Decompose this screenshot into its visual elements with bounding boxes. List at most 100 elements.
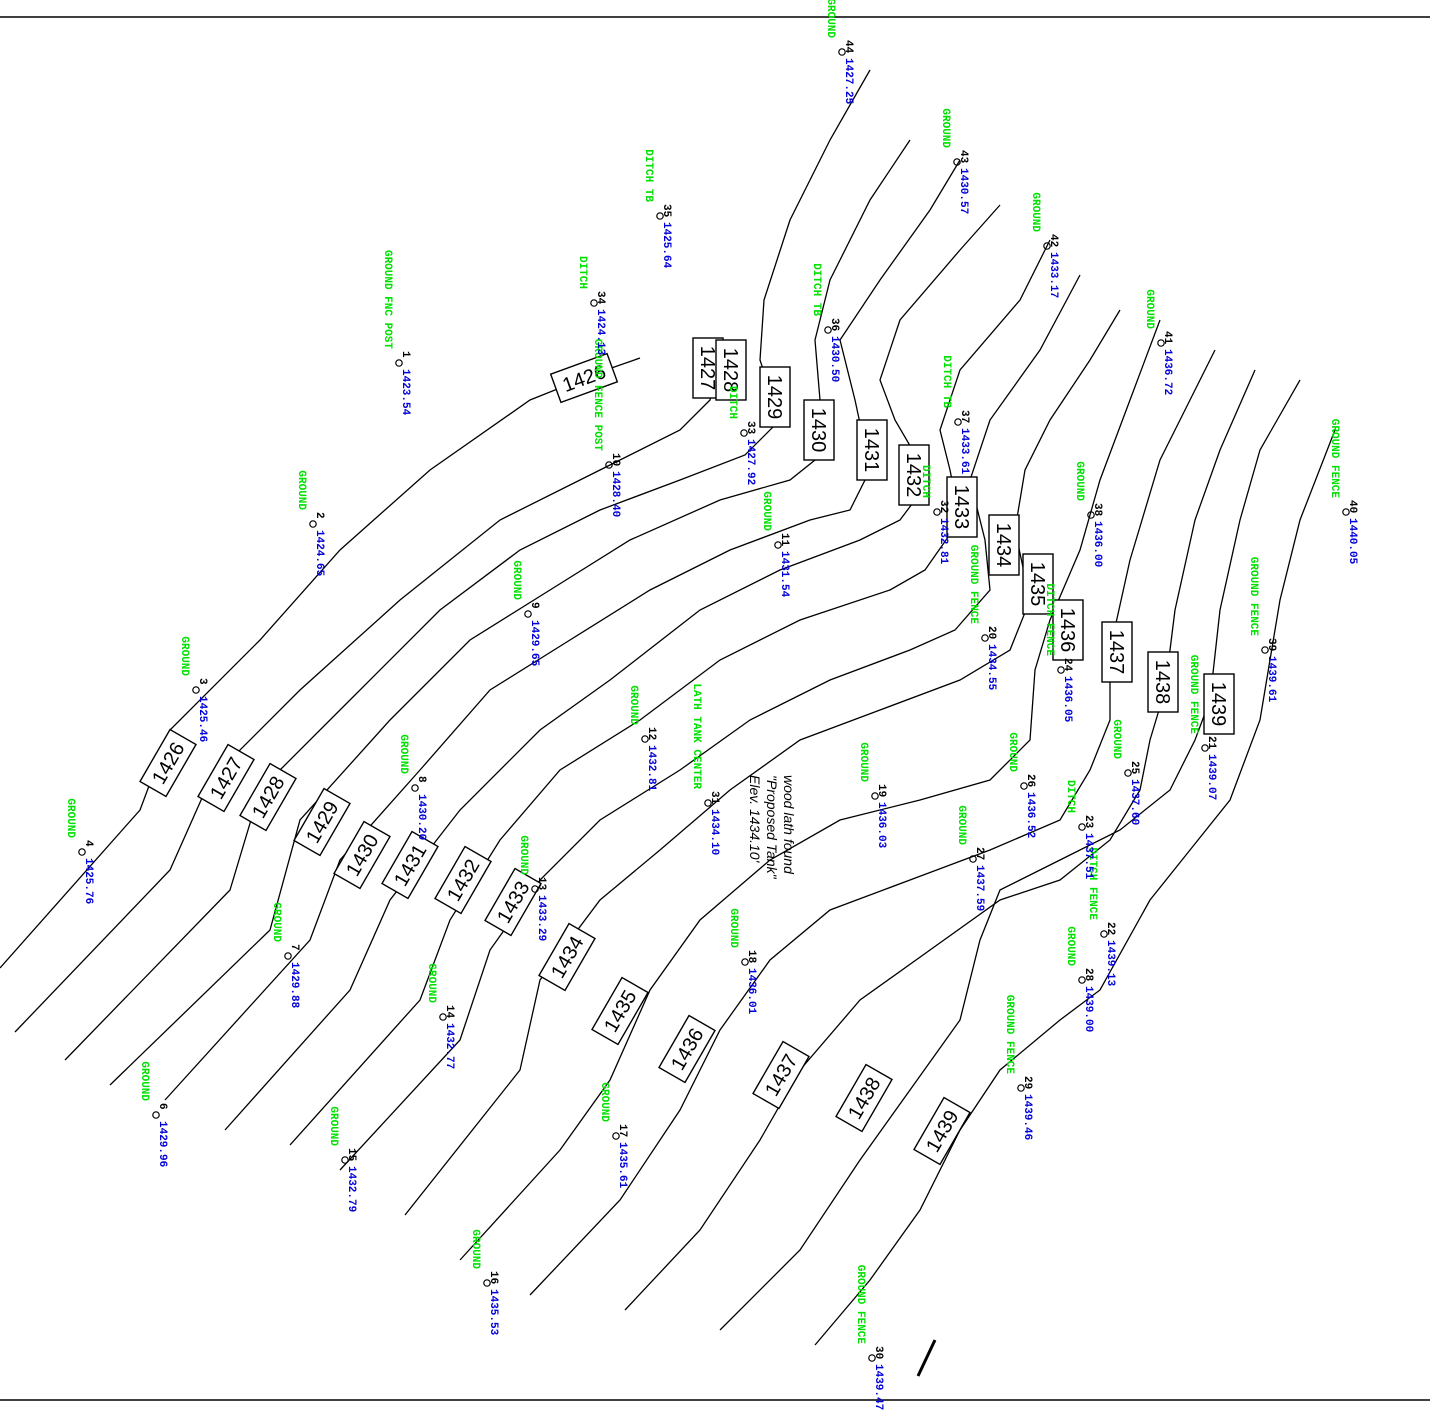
point-description: GROUND <box>64 798 76 838</box>
contour-label-box <box>835 1063 893 1133</box>
point-marker <box>284 952 292 960</box>
point-marker <box>953 158 961 166</box>
point-number: 39 <box>1265 638 1277 651</box>
point-marker <box>774 541 782 549</box>
contour-label-1436: 1436 <box>658 1014 716 1084</box>
point-number: 42 <box>1047 234 1059 247</box>
contour-label-box <box>658 1014 716 1084</box>
point-description: GROUND <box>955 805 967 845</box>
point-marker <box>871 792 879 800</box>
contour-label-box <box>239 762 297 832</box>
contour-label-box <box>333 820 391 890</box>
point-number: 14 <box>443 1005 455 1019</box>
point-elevation: 1436.00 <box>1091 521 1103 567</box>
survey-point-32: 32 DITCH 1432.81 <box>919 465 949 565</box>
point-elevation: 1424.65 <box>313 530 325 577</box>
survey-point-1: 1 GROUND FNC POST 1423.54 <box>381 250 411 416</box>
point-elevation: 1425.46 <box>196 696 208 742</box>
contour-1435 <box>459 319 1161 1261</box>
survey-point-17: 17 GROUND 1435.61 <box>598 1082 628 1188</box>
survey-point-26: 26 GROUND 1436.52 <box>1006 732 1036 838</box>
point-elevation: 1439.13 <box>1104 940 1116 987</box>
survey-point-13: 13 GROUND 1433.29 <box>517 835 547 941</box>
point-number: 29 <box>1021 1076 1033 1089</box>
survey-point-35: 35 DITCH TB 1425.64 <box>642 149 672 268</box>
point-number: 40 <box>1346 500 1358 513</box>
survey-point-37: 37 DITCH TB 1433.61 <box>940 355 970 474</box>
survey-point-8: 8 GROUND 1430.20 <box>397 734 427 840</box>
contour-label-1433: 1433 <box>946 476 978 538</box>
point-description: GROUND <box>425 963 437 1003</box>
contour-label-box <box>434 845 492 915</box>
point-description: GROUND FENCE <box>1003 995 1015 1075</box>
contour-label-1439: 1439 <box>1203 673 1235 735</box>
point-description: GROUND <box>270 902 282 942</box>
point-marker <box>411 784 419 792</box>
point-elevation: 1432.81 <box>937 518 949 565</box>
point-description: DITCH FENCE <box>1043 583 1055 656</box>
point-number: 18 <box>745 950 757 964</box>
point-number: 32 <box>937 500 949 513</box>
point-description: GROUND <box>1029 192 1041 232</box>
contour-label-box <box>1101 621 1133 683</box>
contour-label-text: 1429 <box>763 375 785 420</box>
point-number: 1 <box>399 351 411 358</box>
point-description: DITCH <box>919 465 931 498</box>
point-elevation: 1429.96 <box>156 1121 168 1167</box>
contour-label-text: 1430 <box>807 408 829 453</box>
point-number: 25 <box>1128 761 1140 775</box>
point-number: 41 <box>1161 331 1173 345</box>
contour-label-box <box>913 1096 971 1166</box>
point-marker <box>641 735 649 743</box>
point-elevation: 1435.53 <box>487 1289 499 1336</box>
point-marker <box>1100 930 1108 938</box>
point-description: DITCH <box>1064 780 1076 813</box>
point-elevation: 1433.61 <box>958 428 970 475</box>
contour-1429 <box>109 139 911 1086</box>
point-description: GROUND <box>857 742 869 782</box>
contour-label-box <box>484 867 542 937</box>
survey-point-24: 24 DITCH FENCE 1436.05 <box>1043 583 1073 722</box>
point-description: GROUND <box>178 636 190 676</box>
point-description: DITCH FENCE <box>1086 847 1098 920</box>
survey-point-14: 14 GROUND 1432.77 <box>425 963 455 1069</box>
point-marker <box>192 686 200 694</box>
point-elevation: 1437.59 <box>973 865 985 911</box>
point-number: 23 <box>1082 815 1094 829</box>
point-description: GROUND <box>295 470 307 510</box>
point-elevation: 1433.29 <box>535 895 547 941</box>
survey-point-34: 34 DITCH 1424.13 <box>576 256 606 356</box>
contour-label-1432: 1432 <box>434 845 492 915</box>
point-elevation: 1430.50 <box>828 336 840 382</box>
point-description: DITCH TB <box>940 355 952 408</box>
point-marker <box>341 1156 349 1164</box>
point-number: 10 <box>609 453 621 466</box>
survey-point-4: 4 GROUND 1425.76 <box>64 798 94 904</box>
contour-1427 <box>14 339 723 1033</box>
point-marker <box>954 418 962 426</box>
tank-note-line2: "Proposed Tank" <box>764 775 780 880</box>
point-number: 11 <box>778 533 790 547</box>
point-marker <box>969 855 977 863</box>
point-number: 6 <box>156 1103 168 1110</box>
point-elevation: 1425.76 <box>82 858 94 904</box>
point-elevation: 1439.00 <box>1082 986 1094 1032</box>
point-elevation: 1432.81 <box>645 745 657 792</box>
contour-label-box <box>898 444 930 506</box>
survey-point-15: 15 GROUND 1432.79 <box>327 1106 357 1212</box>
contour-label-1427: 1427 <box>197 743 255 813</box>
point-marker <box>656 212 664 220</box>
tank-note-line1: wood lath found <box>781 775 797 875</box>
point-elevation: 1436.72 <box>1161 349 1173 395</box>
point-description: GROUND <box>327 1106 339 1146</box>
contour-1439 <box>814 429 1336 1346</box>
contour-label-1429: 1429 <box>759 366 791 428</box>
point-marker <box>524 610 532 618</box>
point-description: GROUND FENCE <box>1247 557 1259 637</box>
point-elevation: 1439.07 <box>1205 754 1217 800</box>
contour-label-1437: 1437 <box>752 1040 810 1110</box>
point-elevation: 1437.51 <box>1082 833 1094 880</box>
point-marker <box>439 1013 447 1021</box>
point-elevation: 1428.40 <box>609 471 621 517</box>
survey-point-22: 22 DITCH FENCE 1439.13 <box>1086 847 1116 986</box>
